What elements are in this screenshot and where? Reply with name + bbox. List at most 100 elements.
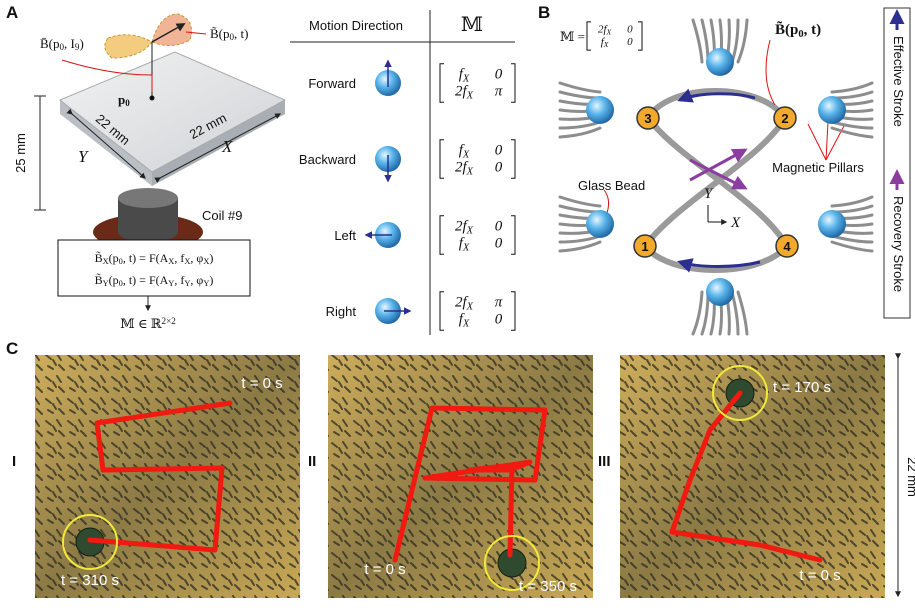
legend-label: Effective Stroke (891, 36, 906, 127)
pillar (832, 242, 872, 251)
text-run: A (6, 3, 18, 22)
legend-label: Recovery Stroke (891, 196, 906, 292)
text-run: 0 (495, 142, 503, 158)
text-run: Coil #9 (202, 208, 242, 223)
field-label: B̃(p0, t) (775, 21, 821, 40)
trial-label: III (598, 453, 611, 470)
text-run: 4 (783, 239, 791, 254)
text-run: p (118, 92, 125, 107)
text-run: Effective Stroke (891, 36, 906, 127)
bracket (511, 64, 515, 103)
stroke-arrow (680, 262, 760, 267)
text-run: Recovery Stroke (891, 196, 906, 292)
station-label: 1 (641, 239, 648, 254)
axis-label: Y (78, 147, 89, 166)
direction-label: Forward (308, 76, 356, 91)
text-run: X (221, 137, 233, 156)
text-run: , I (64, 36, 75, 51)
panel-label: C (6, 339, 18, 358)
figure: A B̄(p0, I9) B̃(p0, t) p0 25 mm 22 mm 22… (0, 0, 915, 603)
bead (586, 210, 614, 238)
text-run: t = 310 s (61, 572, 119, 589)
panel-a-art (34, 14, 285, 310)
time-label: t = 0 s (364, 561, 405, 578)
text-run: , t) (234, 26, 248, 41)
panel-b-art: 1 2 3 4 (560, 20, 872, 334)
text-run: C (6, 339, 18, 358)
table-header: Motion Direction (309, 18, 403, 33)
trajectory (645, 91, 787, 270)
point (150, 96, 155, 101)
coil-top (118, 188, 178, 208)
direction-label: Backward (299, 152, 356, 167)
text-run: 𝕄 = (560, 29, 585, 44)
pillar (560, 197, 600, 206)
text-run: Left (334, 228, 356, 243)
text-run: t = 0 s (241, 375, 282, 392)
bead (586, 96, 614, 124)
station-label: 4 (783, 239, 791, 254)
bracket (511, 216, 515, 255)
bead (706, 278, 734, 306)
table-rows: ForwardfX02fXπBackwardfX02fX0Left2fX0fX0… (299, 61, 515, 330)
bead (818, 210, 846, 238)
matrix-cell: 0 (495, 311, 503, 327)
subscript: 0 (125, 98, 130, 108)
text-run: t = 0 s (799, 567, 840, 584)
text-run: ) (209, 251, 213, 265)
superscript: 2×2 (162, 316, 177, 326)
field-label: B̃(p0, t) (210, 26, 249, 42)
text-run: 𝕄 ∈ ℝ (120, 316, 163, 331)
pillar (832, 236, 872, 242)
text-run: Y (78, 147, 89, 166)
text-run: , t) = F(A (123, 273, 169, 287)
pillar (732, 292, 738, 334)
pillar (832, 197, 872, 206)
text-run: B (538, 3, 550, 22)
text-run: t = 350 s (519, 578, 577, 595)
equation: B̃X(p0, t) = F(AX, fX, φX) (95, 251, 214, 266)
time-label: t = 0 s (799, 567, 840, 584)
text-run: , t) = F(A (123, 251, 169, 265)
matrix-cell: fX (601, 36, 609, 49)
text-run: 0 (627, 24, 633, 36)
leader (808, 122, 845, 160)
text-run: 0 (495, 235, 503, 251)
pillar (738, 292, 747, 334)
time-label: t = 170 s (773, 379, 831, 396)
text-run: I (12, 453, 16, 470)
text-run: (p (109, 273, 119, 287)
matrix-cell: fX (459, 311, 470, 329)
matrix-cell: 2fX (455, 294, 474, 312)
bracket (511, 140, 515, 179)
matrix-cell: fX (459, 66, 470, 84)
panel-label: B (538, 3, 550, 22)
subscript: X (603, 40, 609, 49)
matrix-cell: 0 (627, 36, 633, 48)
subscript: X (466, 90, 474, 101)
text-run: , t) (804, 22, 822, 38)
pillar-label: Magnetic Pillars (772, 160, 864, 175)
text-run: π (495, 83, 503, 99)
station-label: 2 (781, 111, 788, 126)
text-run: 0 (495, 311, 503, 327)
text-run: 1 (641, 239, 648, 254)
subscript: X (606, 28, 612, 37)
text-run: Backward (299, 152, 356, 167)
bracket (440, 216, 444, 255)
matrix-cell: 2fX (455, 83, 474, 101)
field-lobe (152, 14, 192, 46)
equation-box (58, 240, 250, 296)
equation: B̃Y(p0, t) = F(AY, fY, φY) (95, 273, 214, 288)
axes (708, 205, 726, 222)
scale-label: 22 mm (905, 457, 915, 497)
bracket (440, 64, 444, 103)
text-run: , φ (190, 273, 203, 287)
pillar (693, 20, 702, 62)
subscript: X (466, 166, 474, 177)
matrix-cell: 0 (495, 66, 503, 82)
station-label: 3 (644, 111, 651, 126)
direction-label: Left (334, 228, 356, 243)
